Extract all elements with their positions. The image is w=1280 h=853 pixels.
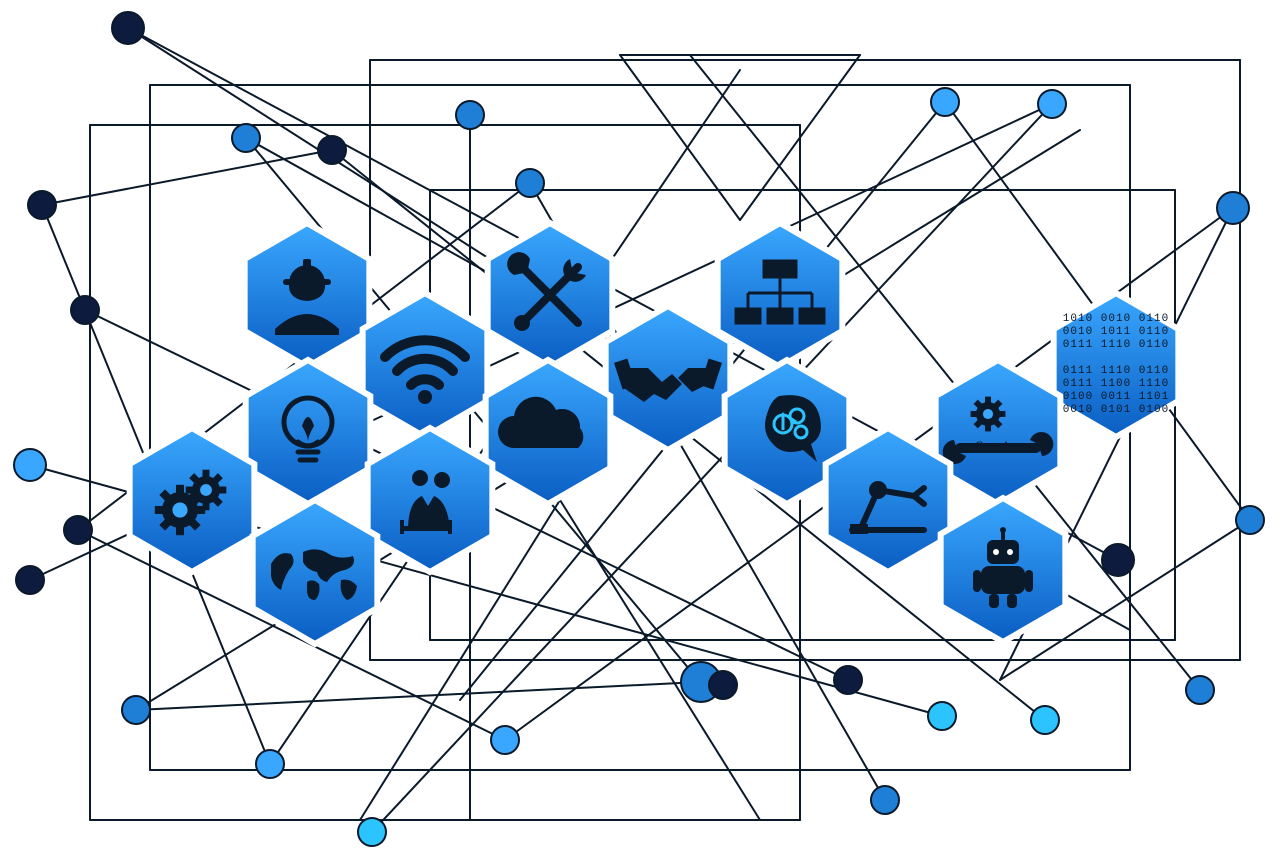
network-node bbox=[232, 124, 260, 152]
network-node bbox=[931, 88, 959, 116]
network-node bbox=[1217, 192, 1249, 224]
hex-worldmap bbox=[237, 494, 393, 650]
network-node bbox=[112, 12, 144, 44]
network-line bbox=[42, 150, 332, 205]
network-node bbox=[122, 696, 150, 724]
network-node bbox=[28, 191, 56, 219]
network-line bbox=[620, 55, 740, 220]
network-node bbox=[14, 449, 46, 481]
network-node bbox=[1102, 544, 1134, 576]
network-node bbox=[256, 750, 284, 778]
network-node bbox=[64, 516, 92, 544]
svg-text:Service: Service bbox=[974, 439, 1021, 456]
network-node bbox=[709, 671, 737, 699]
network-node bbox=[358, 818, 386, 846]
network-node bbox=[1031, 706, 1059, 734]
network-node bbox=[71, 296, 99, 324]
network-node bbox=[516, 169, 544, 197]
network-node bbox=[1186, 676, 1214, 704]
network-node bbox=[16, 566, 44, 594]
network-node bbox=[834, 666, 862, 694]
network-node bbox=[1038, 90, 1066, 118]
network-node bbox=[456, 101, 484, 129]
network-node bbox=[1236, 506, 1264, 534]
hex-robot bbox=[925, 492, 1081, 648]
network-line bbox=[136, 682, 700, 710]
network-node bbox=[491, 726, 519, 754]
network-node bbox=[318, 136, 346, 164]
network-node bbox=[928, 702, 956, 730]
network-node bbox=[871, 786, 899, 814]
